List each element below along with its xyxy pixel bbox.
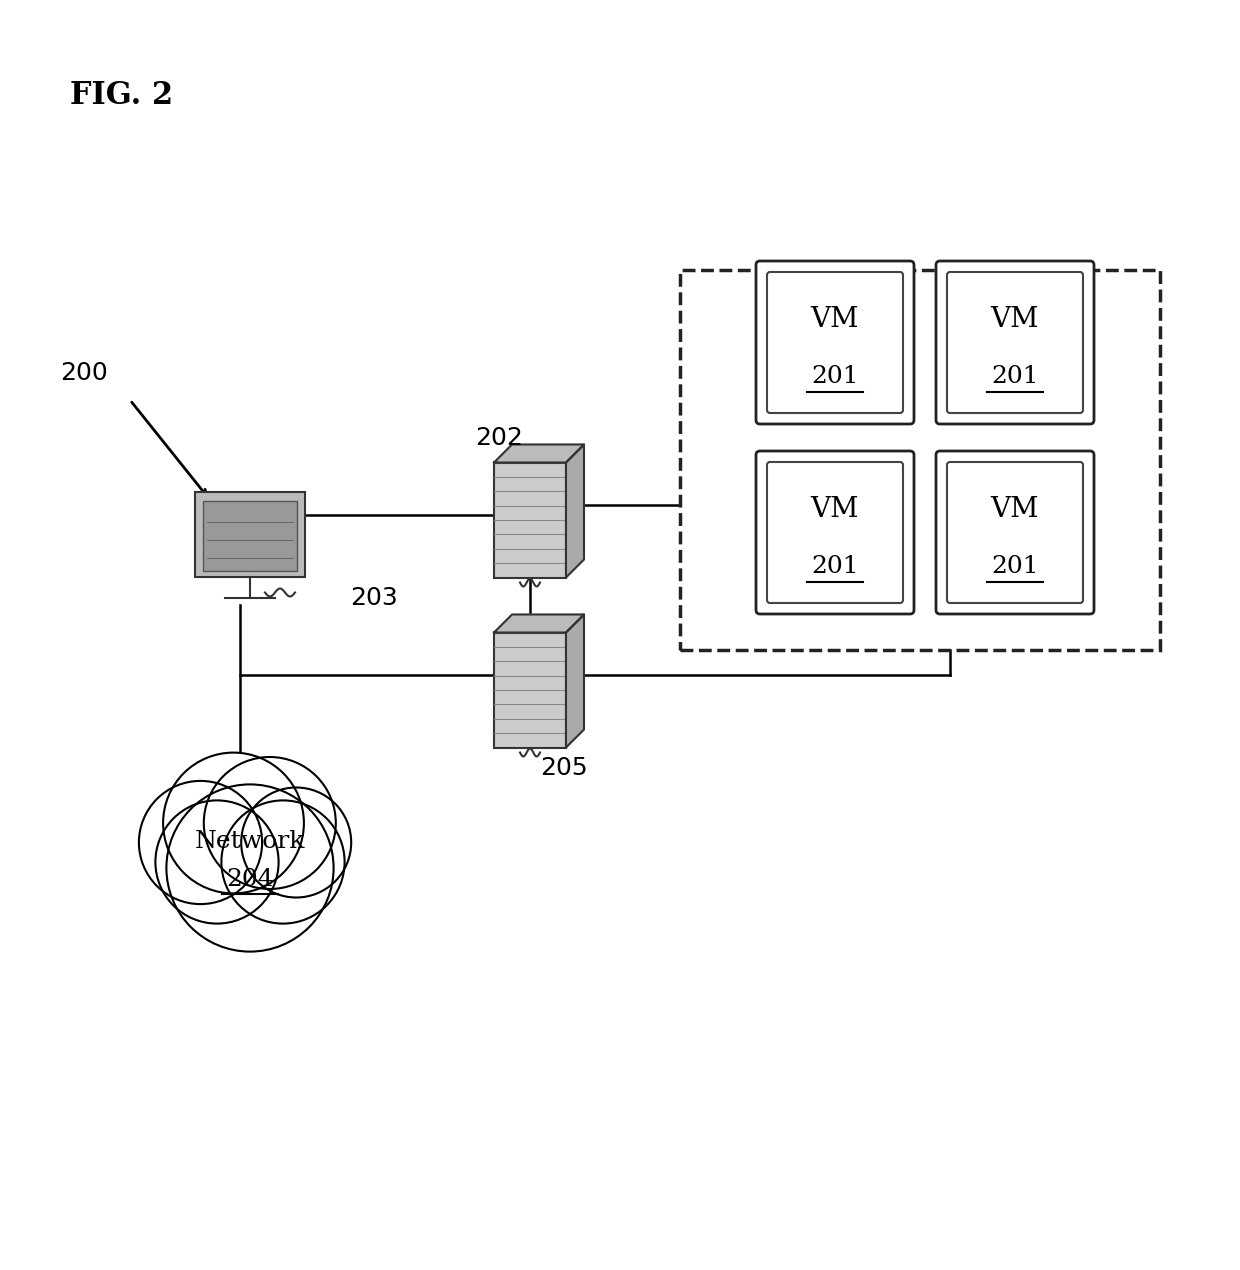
Text: 205: 205 bbox=[539, 756, 588, 780]
Text: FIG. 2: FIG. 2 bbox=[69, 80, 174, 110]
Text: 201: 201 bbox=[991, 555, 1039, 578]
Bar bbox=[680, 271, 1159, 650]
Bar bbox=[195, 493, 305, 578]
FancyBboxPatch shape bbox=[936, 262, 1094, 424]
Circle shape bbox=[164, 753, 304, 893]
Polygon shape bbox=[565, 444, 584, 578]
FancyBboxPatch shape bbox=[947, 272, 1083, 413]
Text: Network: Network bbox=[195, 831, 305, 853]
FancyBboxPatch shape bbox=[756, 262, 914, 424]
Bar bbox=[203, 502, 298, 570]
Text: VM: VM bbox=[991, 495, 1039, 523]
Text: VM: VM bbox=[811, 495, 859, 523]
FancyBboxPatch shape bbox=[768, 272, 903, 413]
Text: 201: 201 bbox=[991, 364, 1039, 389]
Circle shape bbox=[166, 785, 334, 951]
Text: 201: 201 bbox=[811, 555, 859, 578]
FancyBboxPatch shape bbox=[936, 451, 1094, 613]
Polygon shape bbox=[565, 615, 584, 748]
Circle shape bbox=[139, 781, 262, 904]
FancyBboxPatch shape bbox=[756, 451, 914, 613]
Text: 201: 201 bbox=[811, 364, 859, 389]
Bar bbox=[494, 462, 565, 578]
Text: 202: 202 bbox=[475, 425, 523, 450]
Text: 204: 204 bbox=[226, 869, 274, 892]
FancyBboxPatch shape bbox=[947, 462, 1083, 603]
Polygon shape bbox=[494, 444, 584, 462]
Circle shape bbox=[222, 800, 345, 923]
Text: 200: 200 bbox=[60, 361, 108, 385]
Circle shape bbox=[203, 757, 336, 889]
Text: VM: VM bbox=[991, 306, 1039, 333]
Text: VM: VM bbox=[811, 306, 859, 333]
Polygon shape bbox=[494, 615, 584, 632]
Text: 203: 203 bbox=[350, 585, 398, 610]
FancyBboxPatch shape bbox=[768, 462, 903, 603]
Circle shape bbox=[155, 800, 279, 923]
Circle shape bbox=[242, 787, 351, 898]
Bar bbox=[494, 632, 565, 748]
